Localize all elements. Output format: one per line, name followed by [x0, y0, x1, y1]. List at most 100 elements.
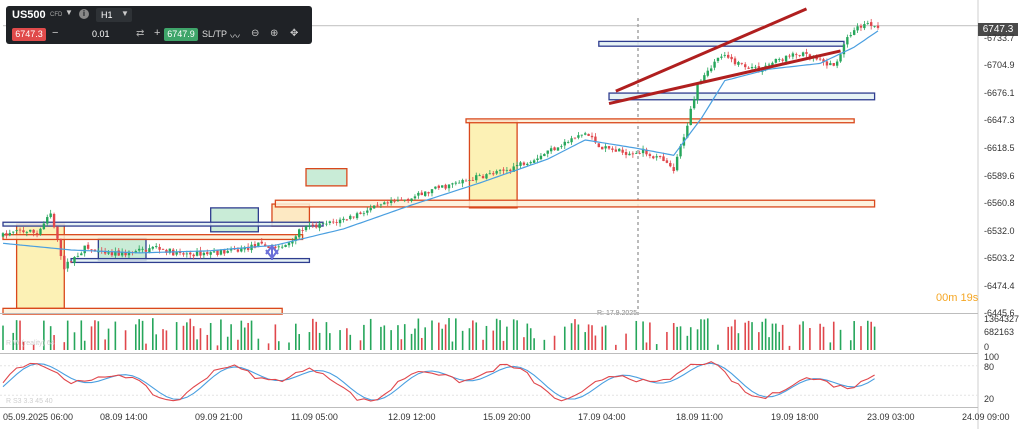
- volume-bar: [870, 321, 872, 350]
- zone-box: [274, 199, 876, 208]
- zone-box: [2, 221, 324, 227]
- candle-body: [362, 213, 366, 215]
- candle-body: [195, 250, 199, 256]
- price-tick-label: -6445.6: [984, 308, 1015, 319]
- candle-body: [597, 143, 601, 148]
- candle-body: [120, 252, 124, 256]
- candle-body: [689, 108, 692, 126]
- candle-body: [556, 147, 560, 151]
- candle-body: [366, 210, 369, 213]
- candle-body: [679, 145, 682, 157]
- buy-button[interactable]: 6747.9: [164, 28, 198, 41]
- volume-bar: [642, 321, 644, 350]
- candle-body: [25, 232, 29, 233]
- candle-body: [352, 216, 355, 218]
- quantity-input[interactable]: 0.01: [92, 29, 110, 39]
- candle-body: [863, 24, 866, 29]
- pane-separator[interactable]: [0, 313, 978, 314]
- candle-body: [216, 250, 219, 255]
- candle-body: [383, 202, 386, 205]
- candle-body: [618, 148, 621, 152]
- timeframe-select[interactable]: H1 ▼: [96, 8, 132, 22]
- volume-bar: [625, 333, 627, 350]
- volume-bar: [250, 320, 253, 350]
- candle-body: [430, 189, 434, 194]
- volume-bar: [499, 320, 501, 350]
- candle-body: [495, 171, 498, 174]
- candle-body: [818, 58, 822, 60]
- candle-body: [733, 58, 737, 65]
- line-chart-icon[interactable]: 〰: [230, 32, 240, 43]
- candle-body: [539, 155, 543, 160]
- candle-body: [709, 68, 713, 72]
- volume-bar: [199, 328, 202, 350]
- candle-body: [321, 222, 325, 224]
- volume-bar: [768, 337, 770, 350]
- candle-body: [471, 180, 475, 181]
- caret-down-icon[interactable]: ▼: [65, 8, 73, 17]
- plus-icon[interactable]: +: [154, 27, 161, 39]
- volume-bar: [502, 340, 505, 350]
- candle-body: [498, 169, 502, 171]
- candle-body: [706, 70, 709, 76]
- candle-body: [32, 229, 35, 233]
- info-icon[interactable]: i: [79, 9, 89, 19]
- volume-bar: [703, 319, 706, 350]
- volume-bar: [397, 325, 399, 350]
- symbol-label[interactable]: US500: [12, 9, 46, 21]
- volume-bar: [516, 320, 518, 350]
- candle-body: [294, 236, 298, 241]
- candle-body: [515, 165, 519, 167]
- volume-bar: [90, 326, 93, 350]
- candle-body: [423, 191, 427, 196]
- volume-bar: [420, 337, 423, 350]
- minus-icon[interactable]: −: [52, 27, 59, 39]
- volume-bar: [587, 324, 590, 350]
- volume-bar: [94, 320, 96, 350]
- pane-separator[interactable]: [0, 407, 978, 408]
- candle-body: [573, 137, 577, 139]
- volume-bar: [615, 344, 617, 350]
- sltp-button[interactable]: SL/TP: [202, 29, 228, 39]
- candle-body: [444, 184, 447, 189]
- volume-bar: [764, 318, 767, 350]
- candle-body: [791, 53, 795, 57]
- candle-body: [628, 153, 631, 156]
- candle-body: [876, 25, 880, 28]
- candle-body: [815, 56, 818, 60]
- pane-separator[interactable]: [0, 353, 978, 354]
- volume-bar: [192, 326, 195, 350]
- volume-bar: [495, 318, 498, 350]
- candle-body: [349, 215, 352, 219]
- up-arrow-marker: [265, 244, 279, 260]
- volume-bar: [43, 320, 45, 350]
- volume-bar: [298, 334, 301, 350]
- candle-body: [536, 158, 539, 161]
- volume-bar: [574, 319, 576, 350]
- sell-button[interactable]: 6747.3: [12, 28, 46, 41]
- volume-bar: [529, 328, 532, 350]
- crosshair-icon[interactable]: ✥: [290, 28, 299, 39]
- candle-body: [607, 146, 611, 149]
- candle-body: [56, 226, 59, 239]
- zoom-out-icon[interactable]: ⊖: [251, 28, 260, 39]
- candle-body: [703, 75, 706, 82]
- volume-bar: [853, 321, 855, 350]
- volume-bar: [819, 323, 821, 350]
- candle-body: [635, 153, 638, 155]
- candle-body: [832, 63, 835, 66]
- candle-body: [461, 179, 464, 184]
- zoom-in-icon[interactable]: ⊕: [270, 28, 279, 39]
- volume-bar: [19, 320, 21, 350]
- volume-bar: [771, 323, 774, 350]
- volume-bar: [243, 327, 246, 350]
- candle-body: [464, 180, 468, 182]
- candle-body: [519, 162, 522, 166]
- volume-bar: [689, 327, 692, 350]
- candle-body: [209, 252, 212, 255]
- candle-body: [509, 169, 512, 172]
- volume-bar: [822, 326, 825, 350]
- candle-body: [226, 250, 229, 253]
- swap-icon[interactable]: ⇄: [136, 28, 145, 39]
